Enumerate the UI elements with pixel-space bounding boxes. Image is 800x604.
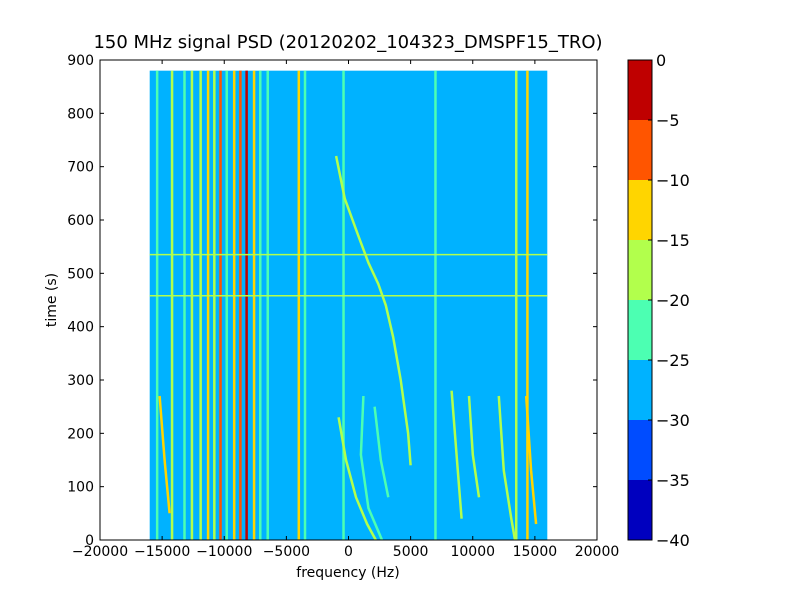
colorbar-tick-label: −5 bbox=[656, 111, 680, 130]
colorbar-segment bbox=[628, 180, 652, 240]
x-tick-label: 0 bbox=[344, 544, 353, 560]
colorbar-tick-label: 0 bbox=[656, 51, 666, 70]
doppler-track bbox=[497, 395, 517, 540]
chart-title: 150 MHz signal PSD (20120202_104323_DMSP… bbox=[93, 32, 602, 53]
colorbar-tick-label: −30 bbox=[656, 411, 690, 430]
colorbar-tick-label: −25 bbox=[656, 351, 690, 370]
y-tick-label: 100 bbox=[67, 480, 94, 496]
x-axis-label: frequency (Hz) bbox=[296, 565, 399, 581]
x-tick-label: −15000 bbox=[134, 544, 190, 560]
x-tick-label: 10000 bbox=[450, 544, 495, 560]
x-tick-label: −20000 bbox=[72, 544, 128, 560]
y-tick-label: 400 bbox=[67, 320, 94, 336]
x-tick-label: −10000 bbox=[196, 544, 252, 560]
colorbar-tick-label: −15 bbox=[656, 231, 690, 250]
colorbar: 0 −5 −10 −15 −20 −25 −30 −35 −40 bbox=[627, 51, 690, 550]
colorbar-segment bbox=[628, 300, 652, 360]
doppler-track bbox=[524, 395, 538, 525]
colorbar-segment bbox=[628, 360, 652, 420]
y-tick-label: 700 bbox=[67, 160, 94, 176]
y-tick-label: 200 bbox=[67, 426, 94, 442]
y-tick-label: 300 bbox=[67, 373, 94, 389]
y-axis-label: time (s) bbox=[44, 273, 60, 327]
colorbar-tick-label: −10 bbox=[656, 171, 690, 190]
x-tick-label: 20000 bbox=[575, 544, 620, 560]
y-tick-label: 500 bbox=[67, 266, 94, 282]
colorbar-segment bbox=[628, 60, 652, 120]
doppler-track bbox=[373, 406, 390, 498]
heatmap-background bbox=[149, 70, 548, 540]
y-tick-label: 600 bbox=[67, 213, 94, 229]
x-tick-label: −5000 bbox=[263, 544, 310, 560]
colorbar-segment bbox=[628, 120, 652, 180]
colorbar-tick-label: −35 bbox=[656, 471, 690, 490]
doppler-track bbox=[334, 155, 412, 466]
axes: −20000 −15000 −10000 −5000 0 5000 10000 15000 20… bbox=[67, 53, 619, 560]
y-tick-label: 900 bbox=[67, 53, 94, 69]
y-tick-label: 0 bbox=[85, 533, 94, 549]
colorbar-segment bbox=[628, 240, 652, 300]
doppler-track bbox=[337, 417, 377, 540]
doppler-track bbox=[158, 395, 171, 514]
colorbar-tick-label: −20 bbox=[656, 291, 690, 310]
x-tick-label: 5000 bbox=[393, 544, 429, 560]
y-tick-label: 800 bbox=[67, 106, 94, 122]
doppler-track bbox=[450, 390, 463, 519]
colorbar-segment bbox=[628, 480, 652, 540]
doppler-track bbox=[467, 395, 481, 498]
colorbar-segment bbox=[628, 420, 652, 480]
x-tick-label: 15000 bbox=[513, 544, 558, 560]
colorbar-tick-label: −40 bbox=[656, 531, 690, 550]
doppler-track bbox=[359, 395, 384, 540]
